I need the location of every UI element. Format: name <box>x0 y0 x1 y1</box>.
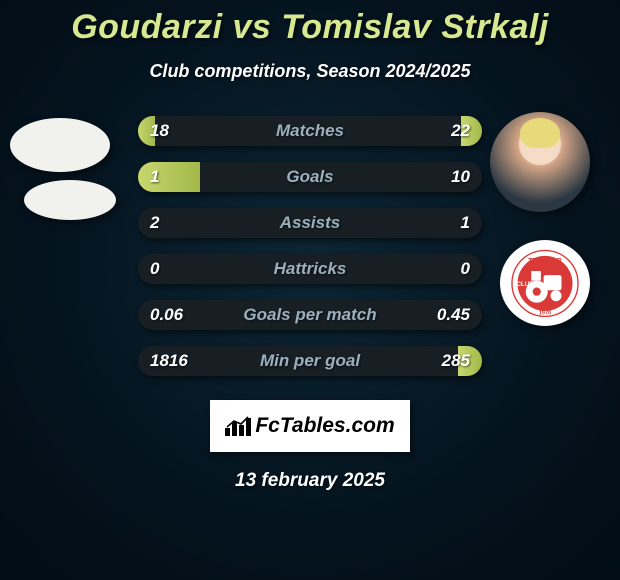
stat-row: Hattricks0 0 <box>138 254 482 284</box>
stats-area: TRACTOR 1970 CLUB Matches1822Goals110Ass… <box>0 110 620 390</box>
stat-value-right: 0 <box>461 254 470 284</box>
stat-label: Min per goal <box>138 346 482 376</box>
stat-value-left: 2 <box>150 208 159 238</box>
comparison-card: Goudarzi vs Tomislav Strkalj Club compet… <box>0 0 620 580</box>
svg-text:1970: 1970 <box>539 310 551 316</box>
branding-text: FcTables.com <box>255 414 394 438</box>
stat-label: Goals <box>138 162 482 192</box>
svg-text:TRACTOR: TRACTOR <box>528 257 561 264</box>
player-left-avatar <box>10 118 110 172</box>
stat-value-left: 0.06 <box>150 300 183 330</box>
stat-row: Goals1 10 <box>138 162 482 192</box>
stat-value-left: 0 <box>150 254 159 284</box>
stat-label: Hattricks <box>138 254 482 284</box>
page-title: Goudarzi vs Tomislav Strkalj <box>0 8 620 47</box>
stat-label: Goals per match <box>138 300 482 330</box>
fctables-bars-icon <box>225 416 251 436</box>
stat-value-left: 1816 <box>150 346 188 376</box>
stat-row: Min per goal1816 285 <box>138 346 482 376</box>
stat-label: Assists <box>138 208 482 238</box>
stat-row: Assists2 1 <box>138 208 482 238</box>
subtitle: Club competitions, Season 2024/2025 <box>0 61 620 82</box>
stat-row: Matches18 22 <box>138 116 482 146</box>
stat-value-right: 1 <box>461 208 470 238</box>
stat-row: Goals per match0.06 0.45 <box>138 300 482 330</box>
card-date: 13 february 2025 <box>0 470 620 492</box>
stat-value-right: 285 <box>442 346 470 376</box>
svg-text:CLUB: CLUB <box>516 281 534 288</box>
stat-label: Matches <box>138 116 482 146</box>
player-right-avatar <box>490 112 590 212</box>
tractor-club-icon: TRACTOR 1970 CLUB <box>509 249 581 318</box>
stat-value-right: 22 <box>451 116 470 146</box>
branding-badge: FcTables.com <box>210 400 410 452</box>
player-left-club-logo <box>24 180 116 220</box>
stat-value-right: 0.45 <box>437 300 470 330</box>
stat-value-left: 18 <box>150 116 169 146</box>
stat-value-left: 1 <box>150 162 159 192</box>
stat-value-right: 10 <box>451 162 470 192</box>
player-right-club-logo: TRACTOR 1970 CLUB <box>500 240 590 326</box>
